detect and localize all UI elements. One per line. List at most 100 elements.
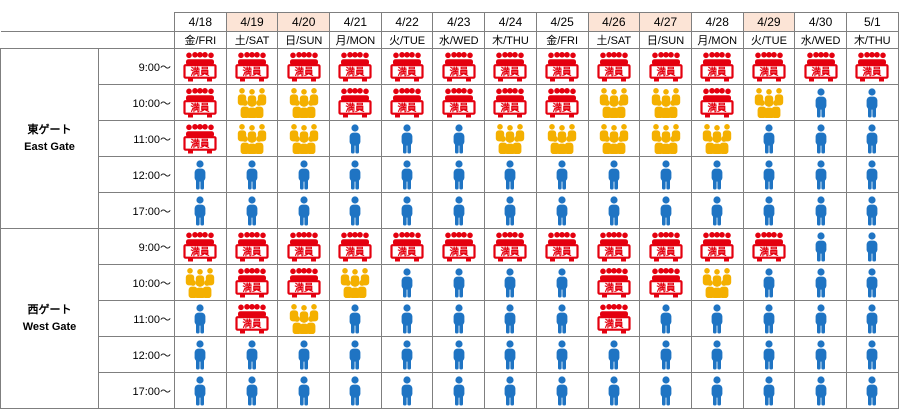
crowd-status-cell	[587, 156, 641, 193]
crowd-icon-full: 満員	[235, 231, 269, 261]
person-icon-available	[246, 159, 258, 189]
crowd-status-cell	[742, 264, 796, 301]
full-badge-text: 満員	[294, 66, 314, 78]
crowd-icon-busy	[237, 123, 267, 154]
crowd-status-cell	[174, 300, 227, 337]
full-badge-text: 満員	[604, 246, 624, 258]
person-icon-available	[660, 375, 671, 405]
gate-name-en: West Gate	[22, 320, 77, 333]
crowd-status-cell: 満員	[587, 228, 641, 265]
person-icon-available	[505, 267, 516, 297]
crowd-status-cell: 満員	[174, 120, 227, 157]
person-icon-available	[350, 303, 361, 333]
crowd-status-cell	[690, 192, 744, 229]
person-icon-available	[453, 303, 465, 333]
person-icon-available	[194, 195, 206, 225]
person-icon-available	[298, 375, 310, 405]
crowd-status-cell	[639, 156, 692, 193]
crowd-status-cell	[794, 120, 847, 157]
crowd-status-cell	[484, 156, 537, 193]
crowd-status-cell	[794, 372, 847, 409]
crowd-status-cell: 満員	[432, 84, 486, 121]
full-badge-text: 満員	[398, 66, 418, 78]
crowd-icon-full: 満員	[597, 267, 631, 297]
crowd-icon-full: 満員	[338, 87, 373, 117]
crowd-status-cell	[329, 120, 382, 157]
crowd-icon-full: 満員	[803, 51, 838, 81]
full-badge-text: 満員	[501, 66, 521, 78]
full-badge-text: 満員	[708, 102, 728, 114]
crowd-status-cell	[329, 192, 382, 229]
time-slot-label: 12:00～	[98, 156, 175, 193]
crowd-icon-full: 満員	[700, 87, 734, 117]
crowd-status-cell	[639, 84, 692, 121]
person-icon-available	[660, 339, 671, 369]
full-badge-text: 満員	[759, 66, 779, 78]
crowd-status-cell	[845, 300, 899, 337]
full-badge-text: 満員	[191, 102, 211, 114]
crowd-status-cell	[742, 120, 796, 157]
time-slot-label: 17:00～	[98, 372, 175, 409]
date-header-cell: 5/1	[845, 12, 899, 32]
crowd-status-cell: 満員	[742, 48, 796, 85]
crowd-status-cell	[742, 300, 796, 337]
crowd-status-cell: 満員	[845, 48, 899, 85]
gate-name-en: East Gate	[24, 140, 75, 153]
time-slot-row: 西ゲート West Gate 9:00～ 満員 満員 満員 満員 満員 満員 満員 満員 満員 満員 満員…	[0, 228, 899, 409]
date-header-cell: 4/21	[329, 12, 382, 32]
crowd-icon-busy	[703, 267, 732, 298]
person-icon-available	[866, 303, 878, 333]
crowd-status-cell	[225, 120, 279, 157]
crowd-icon-full: 満員	[597, 231, 631, 261]
crowd-status-cell	[277, 84, 331, 121]
person-icon-available	[453, 159, 465, 189]
crowd-icon-full: 満員	[442, 231, 476, 261]
full-badge-text: 満員	[708, 246, 728, 258]
crowd-status-cell	[329, 300, 382, 337]
crowd-status-cell	[484, 120, 537, 157]
date-header-cell: 4/25	[535, 12, 589, 32]
crowd-icon-busy	[237, 87, 267, 118]
crowd-status-cell	[380, 372, 434, 409]
crowd-status-cell	[639, 192, 692, 229]
date-header-cell: 4/20	[277, 12, 331, 32]
crowd-status-cell	[690, 372, 744, 409]
person-icon-available	[711, 159, 723, 189]
crowd-status-cell	[690, 264, 744, 301]
crowd-status-cell: 満員	[690, 48, 744, 85]
crowd-status-cell: 満員	[639, 48, 692, 85]
crowd-status-cell	[742, 156, 796, 193]
crowd-icon-busy	[754, 87, 784, 118]
person-icon-available	[763, 339, 775, 369]
crowd-status-cell: 満員	[329, 228, 382, 265]
crowd-icon-full: 満員	[545, 231, 579, 261]
crowd-icon-busy	[289, 303, 318, 334]
crowd-icon-full: 満員	[287, 231, 321, 261]
person-icon-available	[815, 303, 826, 333]
crowd-status-cell	[380, 120, 434, 157]
person-icon-available	[556, 159, 568, 189]
crowd-status-cell: 満員	[690, 84, 744, 121]
person-icon-available	[350, 195, 361, 225]
person-icon-available	[298, 195, 310, 225]
full-badge-text: 満員	[191, 138, 211, 150]
crowd-status-cell: 満員	[742, 228, 796, 265]
full-badge-text: 満員	[243, 66, 263, 78]
crowd-status-cell: 満員	[535, 48, 589, 85]
crowd-status-cell	[742, 192, 796, 229]
person-icon-available	[350, 375, 361, 405]
person-icon-available	[453, 267, 465, 297]
person-icon-available	[763, 303, 775, 333]
person-icon-available	[246, 195, 258, 225]
crowd-status-cell	[587, 120, 641, 157]
crowd-icon-full: 満員	[390, 51, 424, 81]
crowd-status-cell	[329, 336, 382, 373]
gate-name-ja: 西ゲート	[27, 303, 72, 316]
crowd-status-cell	[432, 120, 486, 157]
full-badge-text: 満員	[398, 102, 418, 114]
date-header-cell: 4/26	[587, 12, 641, 32]
crowd-icon-full: 満員	[338, 51, 373, 81]
crowd-status-cell	[742, 336, 796, 373]
crowd-status-cell	[380, 336, 434, 373]
person-icon-available	[401, 195, 413, 225]
